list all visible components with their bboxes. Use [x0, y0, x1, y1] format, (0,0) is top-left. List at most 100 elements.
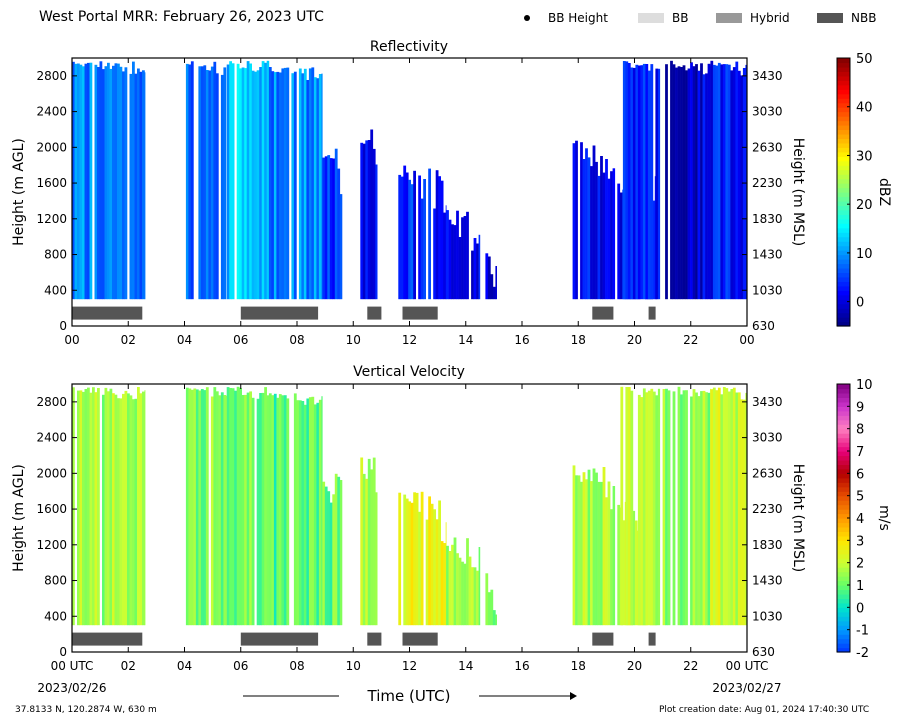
colorbar-segment	[837, 107, 850, 113]
colorbar-segment	[837, 451, 850, 457]
colorbar-segment	[837, 151, 850, 157]
colorbar-segment	[837, 133, 850, 139]
y2-tick-label: 3030	[752, 105, 783, 119]
page-title: West Portal MRR: February 26, 2023 UTC	[39, 9, 324, 25]
echo-cell	[185, 387, 227, 626]
x-tick-label: 22	[683, 333, 698, 347]
colorbar-segment	[837, 299, 850, 305]
echo-cell	[710, 387, 748, 626]
nbb-bar	[240, 632, 319, 646]
legend-label: NBB	[851, 11, 877, 25]
colorbar-segment	[837, 585, 850, 591]
colorbar-segment	[837, 160, 850, 166]
x-tick-label: 00	[739, 333, 754, 347]
x-tick-label: 00	[64, 333, 79, 347]
colorbar-segment	[837, 285, 850, 291]
echo-cell	[572, 465, 616, 626]
colorbar-segment	[837, 424, 850, 430]
colorbar-segment	[837, 567, 850, 573]
colorbar-segment	[837, 526, 850, 532]
end-date-label: 2023/02/27	[712, 681, 781, 695]
colorbar-segment	[837, 84, 850, 90]
colorbar-tick-label: 8	[856, 423, 864, 438]
reflectivity-ylabel: Height (m AGL)	[11, 138, 27, 246]
legend-hybrid: Hybrid	[716, 11, 790, 25]
nbb-bar	[240, 306, 319, 320]
colorbar-tick-label: 10	[856, 378, 873, 393]
colorbar-segment	[837, 482, 850, 488]
nbb-bar	[367, 632, 382, 646]
start-date-label: 2023/02/26	[37, 681, 106, 695]
colorbar-segment	[837, 553, 850, 559]
echo-cell	[485, 253, 497, 300]
colorbar-segment	[837, 509, 850, 515]
colorbar-tick-label: 1	[856, 579, 864, 594]
echo-cell	[446, 210, 481, 300]
bb-swatch-icon	[638, 13, 664, 23]
colorbar-tick-label: 7	[856, 445, 864, 460]
colorbar-segment	[837, 384, 850, 390]
x-tick-label: 14	[458, 333, 473, 347]
legend-label: BB	[672, 11, 689, 25]
velocity-colorbar-label: m/s	[876, 505, 892, 531]
colorbar-segment	[837, 433, 850, 439]
colorbar-segment	[837, 464, 850, 470]
colorbar-segment	[837, 196, 850, 202]
y-tick-label: 2000	[36, 140, 67, 154]
bb-height-dot-icon	[524, 15, 530, 21]
colorbar-segment	[837, 308, 850, 314]
arrow-head-icon	[570, 692, 577, 700]
colorbar-segment	[837, 643, 850, 649]
velocity-axes: 00 UTC 02 04 06 08 10 12 14 16 18 20 22 00 UTC040080…	[36, 384, 783, 673]
x-tick-label: 02	[121, 333, 136, 347]
colorbar-tick-label: 5	[856, 490, 864, 505]
colorbar-tick-label: 20	[856, 198, 873, 213]
colorbar-segment	[837, 187, 850, 193]
y-tick-label: 0	[59, 645, 67, 659]
colorbar-frame	[836, 57, 851, 327]
colorbar-segment	[837, 500, 850, 506]
colorbar-segment	[837, 410, 850, 416]
y-tick-label: 1600	[36, 176, 67, 190]
echo-cell	[662, 386, 711, 626]
y2-tick-label: 2230	[752, 176, 783, 190]
velocity-title: Vertical Velocity	[353, 364, 465, 380]
y2-tick-label: 3430	[752, 69, 783, 83]
colorbar-segment	[837, 442, 850, 448]
colorbar-segment	[837, 142, 850, 148]
colorbar-segment	[837, 254, 850, 260]
colorbar-segment	[837, 522, 850, 528]
y2-tick-label: 1030	[752, 283, 783, 297]
colorbar-segment	[837, 634, 850, 640]
legend-label: BB Height	[548, 11, 608, 25]
legend-bb: BB	[638, 11, 688, 25]
colorbar-tick-label: -1	[856, 624, 869, 639]
colorbar-tick-label: 0	[856, 601, 864, 616]
y-tick-label: 800	[44, 248, 67, 262]
colorbar-segment	[837, 446, 850, 452]
x-tick-label: 06	[233, 659, 248, 673]
nbb-bar	[592, 306, 614, 320]
echo-cell	[485, 573, 497, 626]
legend-label: Hybrid	[750, 11, 790, 25]
nbb-swatch-icon	[817, 13, 843, 23]
colorbar-segment	[837, 120, 850, 126]
reflectivity-colorbar: 0 10 20 30 40 50	[836, 52, 873, 327]
colorbar-tick-label: 3	[856, 534, 864, 549]
colorbar-segment	[837, 388, 850, 394]
x-tick-label: 02	[121, 659, 136, 673]
colorbar-segment	[837, 397, 850, 403]
colorbar-segment	[837, 250, 850, 256]
echo-cell	[226, 386, 270, 626]
colorbar-segment	[837, 232, 850, 238]
y-tick-label: 800	[44, 574, 67, 588]
colorbar-segment	[837, 93, 850, 99]
colorbar-segment	[837, 562, 850, 568]
colorbar-segment	[837, 629, 850, 635]
y-tick-label: 2400	[36, 105, 67, 119]
colorbar-segment	[837, 495, 850, 501]
echo-cell	[185, 61, 227, 300]
x-tick-label: 22	[683, 659, 698, 673]
x-tick-label: 20	[627, 333, 642, 347]
